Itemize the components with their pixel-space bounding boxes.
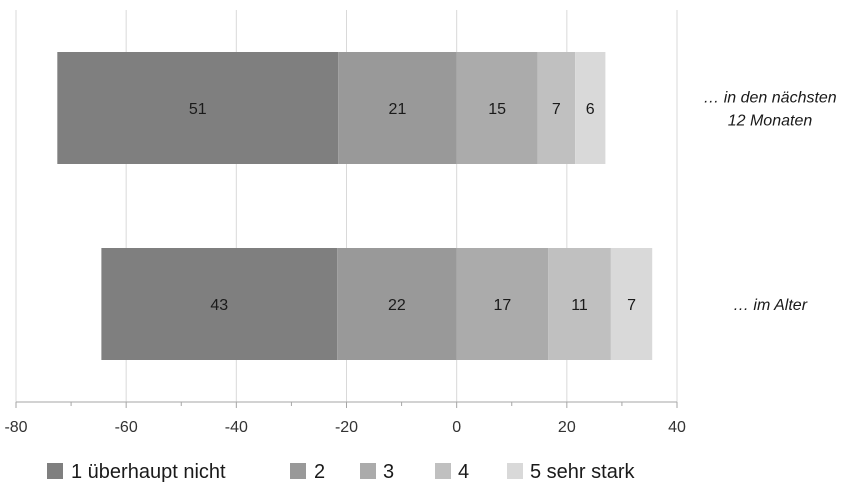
data-label: 15 xyxy=(488,101,506,118)
x-tick-label: -20 xyxy=(335,419,358,436)
bar-segment xyxy=(610,248,653,360)
x-tick-label: -40 xyxy=(225,419,248,436)
category-label: 12 Monaten xyxy=(728,113,813,130)
bar-segment xyxy=(337,248,457,360)
legend-swatch xyxy=(290,463,306,479)
bar-segment xyxy=(101,248,338,360)
bar-segment xyxy=(57,52,339,164)
legend-swatch xyxy=(360,463,376,479)
legend-swatch xyxy=(435,463,451,479)
data-label: 43 xyxy=(210,297,228,314)
category-label-layer: … in den nächsten 12 Monaten … im Alter xyxy=(703,90,837,315)
data-label: 7 xyxy=(627,297,636,314)
x-tick-label: 40 xyxy=(668,419,686,436)
category-label: … in den nächsten xyxy=(703,90,837,107)
data-label: 11 xyxy=(571,297,588,314)
x-tick-label: -60 xyxy=(115,419,138,436)
bar-layer: 51 21 15 7 6 43 22 17 11 7 xyxy=(57,52,653,360)
legend-label: 5 sehr stark xyxy=(530,461,635,483)
data-label: 51 xyxy=(189,101,207,118)
legend-label: 1 überhaupt nicht xyxy=(71,461,226,483)
bar-segment xyxy=(548,248,611,360)
data-label: 7 xyxy=(552,101,561,118)
legend: 1 überhaupt nicht 2 3 4 5 sehr stark xyxy=(47,461,635,483)
x-tick-label: 20 xyxy=(558,419,576,436)
data-label: 17 xyxy=(493,297,511,314)
legend-swatch xyxy=(507,463,523,479)
legend-swatch xyxy=(47,463,63,479)
bar-segment xyxy=(456,52,538,164)
bar-segment xyxy=(338,52,457,164)
legend-label: 2 xyxy=(314,461,325,483)
x-tick-label: -80 xyxy=(4,419,27,436)
bar-segment xyxy=(537,52,576,164)
data-label: 6 xyxy=(586,101,595,118)
data-label: 22 xyxy=(388,297,406,314)
category-label: … im Alter xyxy=(733,297,808,314)
legend-label: 3 xyxy=(383,461,394,483)
bar-segment xyxy=(456,248,549,360)
bar-segment xyxy=(575,52,606,164)
x-tick-label: 0 xyxy=(452,419,461,436)
axis-layer: -80 -60 -40 -20 0 20 40 xyxy=(4,401,686,436)
data-label: 21 xyxy=(389,101,407,118)
legend-label: 4 xyxy=(458,461,469,483)
